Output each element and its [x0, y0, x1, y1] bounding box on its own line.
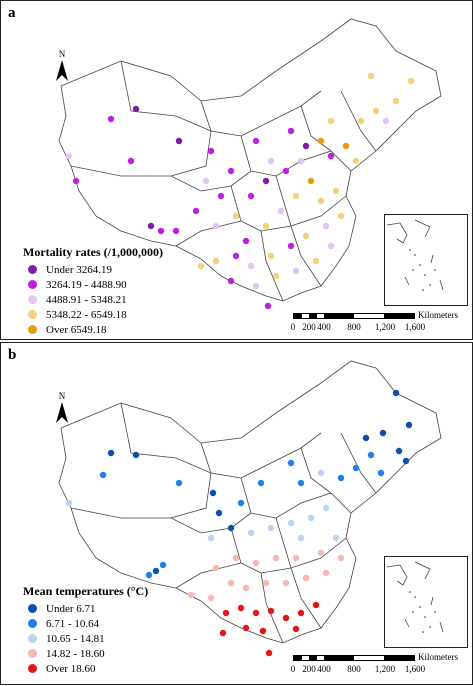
- legend-swatch: [28, 265, 37, 274]
- legend-swatch: [28, 280, 37, 289]
- scale-track: [293, 655, 415, 661]
- dots: [65, 389, 413, 657]
- panel-label: a: [8, 5, 16, 21]
- china-map-temperature: [58, 360, 442, 657]
- scale-bar: Kilometers 0 200 400 800 1,200 1,600: [290, 310, 458, 332]
- legend-item: 5348.22 - 6549.18: [23, 307, 163, 322]
- north-arrow-icon: [56, 60, 68, 81]
- legend-title: Mortality rates (/1,000,000): [23, 245, 163, 259]
- legend-item: 3264.19 - 4488.90: [23, 277, 163, 292]
- legend-item: 6.71 - 10.64: [23, 616, 148, 631]
- legend: Mean temperatures (°C) Under 6.71 6.71 -…: [23, 584, 148, 676]
- panel-label: b: [8, 347, 17, 363]
- legend-item: 4488.91 - 5348.21: [23, 292, 163, 307]
- legend: Mortality rates (/1,000,000) Under 3264.…: [23, 245, 163, 337]
- south-china-sea-inset: [384, 556, 468, 648]
- south-china-sea-inset: [384, 214, 468, 306]
- map-panel-b: b: [0, 342, 473, 685]
- legend-item: 10.65 - 14.81: [23, 631, 148, 646]
- legend-item: Under 3264.19: [23, 262, 163, 277]
- legend-swatch: [28, 619, 37, 628]
- legend-swatch: [28, 604, 37, 613]
- legend-swatch: [28, 295, 37, 304]
- north-arrow-icon: [56, 402, 68, 423]
- legend-item: 14.82 - 18.60: [23, 646, 148, 661]
- legend-swatch: [28, 634, 37, 643]
- legend-item: Over 18.60: [23, 661, 148, 676]
- china-map-mortality: [58, 18, 442, 310]
- dots: [65, 72, 415, 310]
- legend-item: Under 6.71: [23, 601, 148, 616]
- scale-bar: Kilometers 0 200 400 800 1,200 1,600: [290, 652, 458, 674]
- map-panel-a: a: [0, 0, 473, 340]
- legend-title: Mean temperatures (°C): [23, 584, 149, 598]
- province-boundaries: [58, 360, 442, 644]
- north-arrow: N: [54, 49, 70, 85]
- province-boundaries: [58, 18, 442, 302]
- scale-track: [293, 313, 415, 319]
- legend-swatch: [28, 664, 37, 673]
- legend-swatch: [28, 325, 37, 334]
- inset-islands-map: [386, 219, 444, 291]
- legend-item: Over 6549.18: [23, 322, 163, 337]
- legend-swatch: [28, 310, 37, 319]
- legend-swatch: [28, 649, 37, 658]
- inset-islands-map: [386, 561, 444, 633]
- north-arrow: N: [54, 391, 70, 427]
